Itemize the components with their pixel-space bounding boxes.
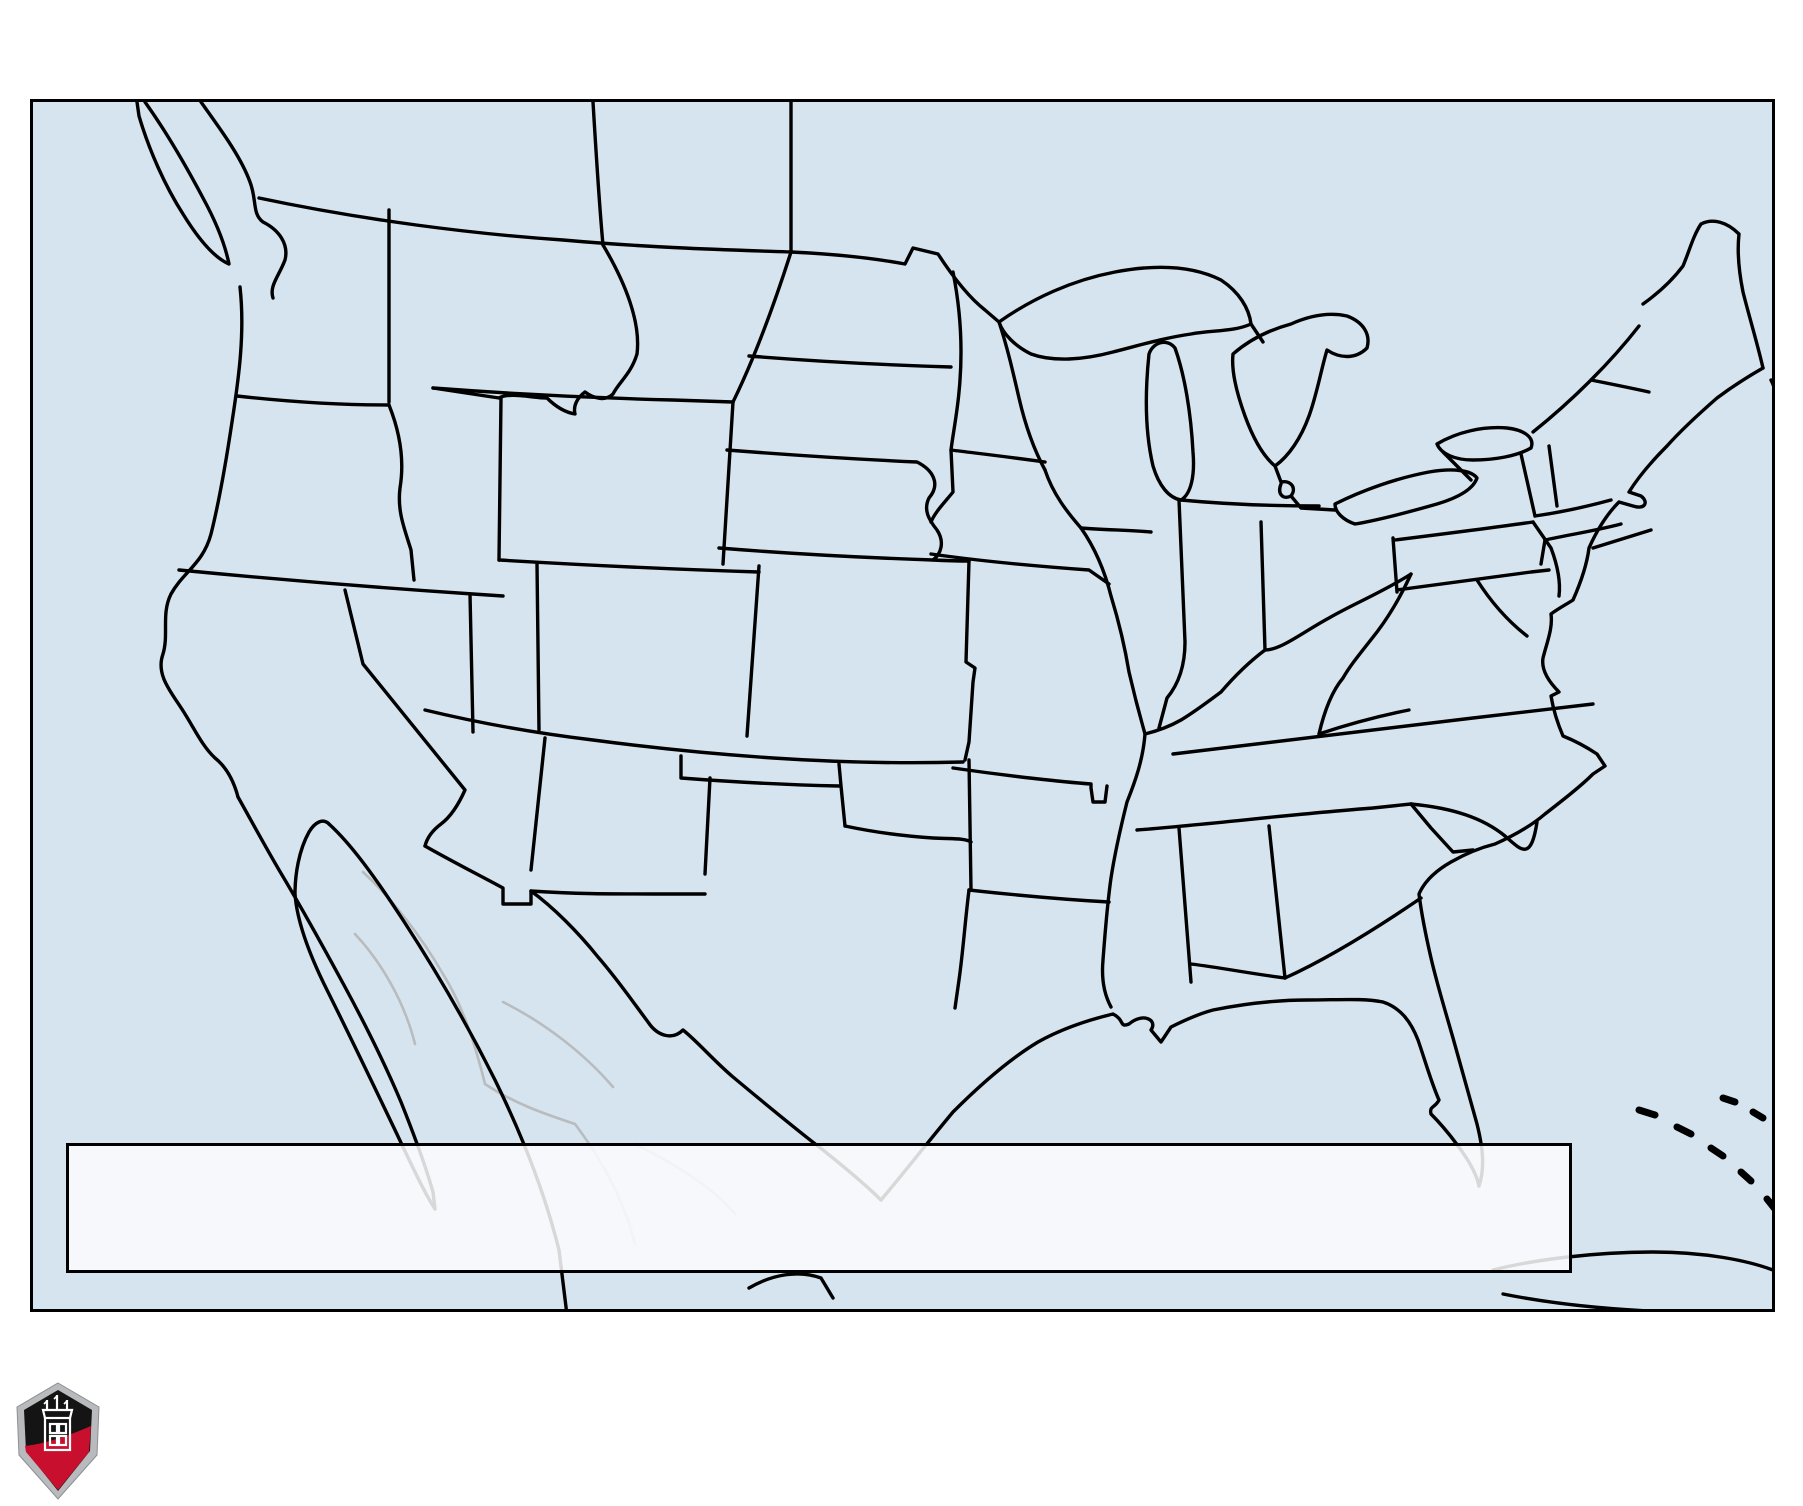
valid-run-info-box xyxy=(66,1143,1572,1273)
colorbar-tick-labels xyxy=(0,1362,1803,1422)
conus-map xyxy=(33,102,1772,1309)
niu-tower-icon xyxy=(41,1395,74,1452)
map-panel xyxy=(30,99,1775,1312)
colorbar xyxy=(0,1306,1803,1368)
niu-red-band xyxy=(25,1426,91,1490)
colorbar-svg xyxy=(0,1306,1803,1368)
coastlines-and-state-borders xyxy=(135,102,1772,1309)
niu-logo xyxy=(16,1382,100,1500)
map-background xyxy=(33,102,1772,1309)
